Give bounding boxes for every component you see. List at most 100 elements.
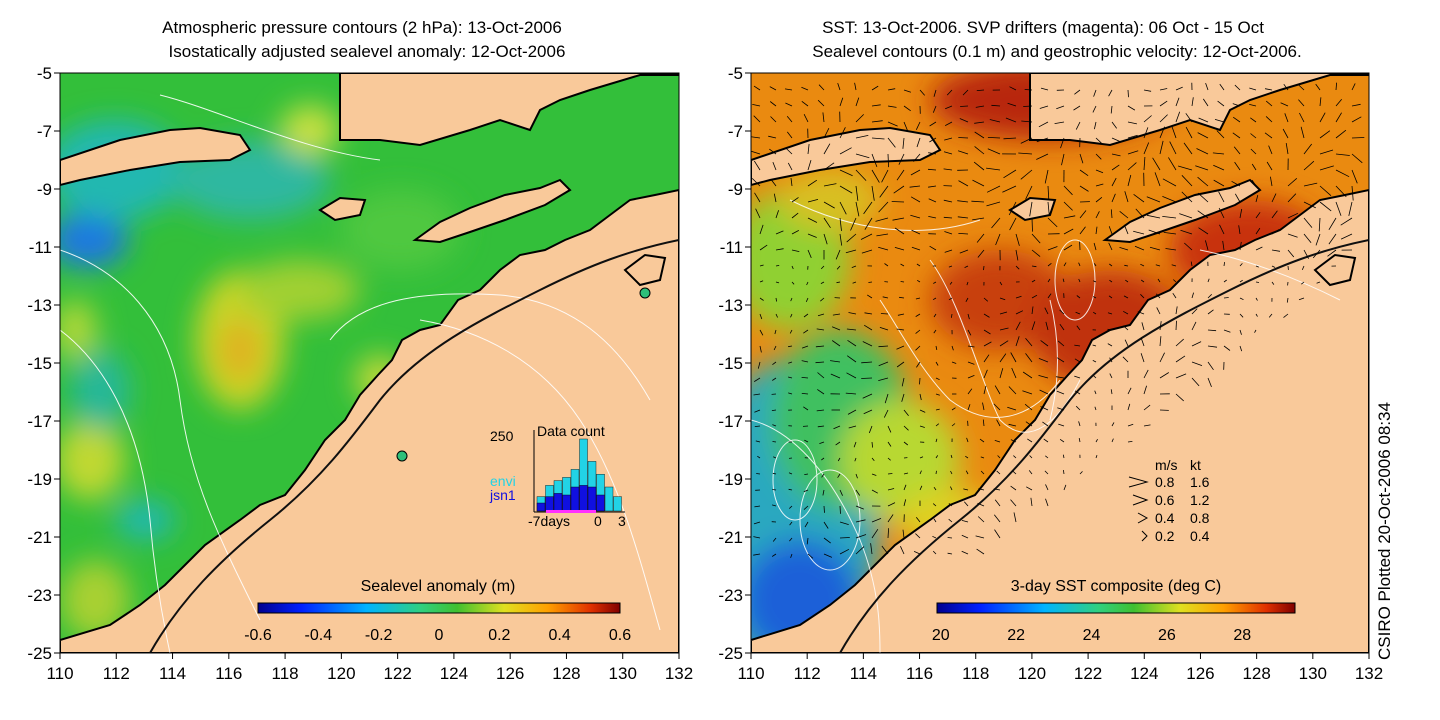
velocity-arrow — [871, 457, 875, 461]
y-tick-label: -7 — [728, 122, 743, 141]
velocity-arrow — [1076, 295, 1081, 299]
velocity-arrow — [817, 372, 825, 379]
velocity-arrow — [1045, 321, 1049, 331]
velocity-arrow — [1092, 360, 1097, 363]
velocity-arrow — [960, 105, 969, 107]
velocity-arrow — [806, 281, 809, 286]
velocity-arrow — [976, 233, 985, 243]
velocity-arrow — [1133, 230, 1145, 235]
velocity-arrow — [1015, 249, 1019, 261]
velocity-arrow — [909, 185, 921, 188]
velocity-arrow — [786, 115, 793, 123]
velocity-arrow — [855, 153, 870, 159]
velocity-arrow — [1047, 293, 1052, 299]
right-land — [751, 73, 1369, 653]
velocity-arrow — [919, 485, 923, 491]
velocity-arrow — [1159, 352, 1165, 363]
right-map-panel: SST: 13-Oct-2006. SVP drifters (magenta)… — [718, 18, 1383, 683]
velocity-arrow — [1319, 97, 1322, 107]
x-tick-label: 116 — [215, 664, 242, 683]
velocity-arrow — [1198, 117, 1209, 123]
velocity-arrow — [775, 230, 784, 235]
inset-xlabel-start: -7days — [528, 513, 570, 529]
velocity-arrow — [928, 152, 937, 155]
velocity-arrow — [1043, 438, 1049, 443]
velocity-arrow — [753, 553, 761, 556]
velocity-arrow — [823, 217, 831, 229]
velocity-arrow — [863, 409, 873, 415]
velocity-arrow — [1175, 338, 1184, 347]
velocity-arrow — [915, 329, 921, 334]
velocity-arrow — [1318, 217, 1321, 232]
velocity-arrow — [801, 100, 809, 107]
velocity-arrow — [1093, 89, 1097, 97]
velocity-arrow — [1156, 307, 1161, 315]
velocity-arrow — [961, 520, 969, 523]
velocity-arrow — [887, 441, 892, 447]
velocity-arrow — [773, 456, 777, 459]
velocity-arrow — [839, 537, 850, 539]
velocity-arrow — [1063, 185, 1073, 196]
velocity-arrow — [916, 137, 921, 148]
velocity-arrow — [993, 403, 1001, 411]
velocity-arrow — [1184, 242, 1193, 251]
velocity-arrow — [1075, 311, 1081, 315]
velocity-arrow — [1031, 233, 1041, 244]
velocity-arrow — [1095, 183, 1104, 187]
velocity-arrow — [837, 457, 841, 462]
velocity-arrow — [1177, 165, 1193, 171]
velocity-arrow — [1264, 132, 1273, 139]
velocity-arrow — [1255, 297, 1258, 301]
velocity-arrow — [853, 441, 857, 448]
velocity-arrow — [1301, 265, 1305, 271]
velocity-arrow — [1008, 201, 1017, 216]
velocity-arrow — [1127, 423, 1134, 427]
velocity-arrow — [839, 185, 853, 194]
velocity-arrow — [1219, 224, 1225, 235]
velocity-arrow — [1056, 105, 1065, 110]
velocity-arrow — [1280, 102, 1289, 107]
tanimbar-island — [623, 253, 667, 287]
velocity-arrow — [1010, 352, 1017, 363]
velocity-arrow — [1264, 88, 1273, 91]
velocity-arrow — [791, 249, 800, 252]
velocity-arrow — [915, 345, 921, 351]
velocity-arrow — [881, 169, 889, 183]
velocity-arrow — [1107, 312, 1113, 315]
velocity-arrow — [847, 339, 857, 347]
velocity-arrow — [1351, 185, 1354, 201]
velocity-arrow — [963, 501, 969, 507]
velocity-arrow — [1025, 421, 1033, 427]
velocity-arrow — [866, 294, 873, 299]
velocity-arrow — [999, 368, 1004, 379]
velocity-arrow — [804, 521, 809, 528]
velocity-arrow — [916, 263, 921, 267]
velocity-arrow — [1040, 87, 1049, 91]
velocity-arrow — [1143, 369, 1149, 379]
velocity-arrow — [831, 326, 841, 331]
legend-arrow — [1128, 476, 1149, 488]
velocity-arrow — [1207, 294, 1212, 299]
velocity-arrow — [1031, 306, 1034, 315]
velocity-arrow — [823, 143, 831, 155]
left-colorbar-tick: -0.4 — [305, 627, 333, 644]
velocity-arrow — [846, 372, 857, 379]
velocity-arrow — [963, 488, 969, 491]
y-tick-label: -17 — [27, 412, 52, 431]
velocity-arrow — [789, 505, 793, 509]
velocity-arrow — [864, 217, 873, 230]
left-colorbar-label: Sealevel anomaly (m) — [361, 578, 516, 595]
velocity-arrow — [1092, 105, 1097, 113]
y-tick-label: -23 — [27, 586, 52, 605]
velocity-arrow — [1351, 169, 1358, 184]
velocity-arrow — [785, 102, 793, 107]
velocity-arrow — [757, 361, 761, 369]
velocity-arrow — [887, 473, 893, 475]
velocity-arrow — [996, 419, 1001, 427]
velocity-arrow — [1163, 232, 1177, 235]
right-map-area: m/s kt 0.8 1.6 0.6 1.2 0.4 0.8 0.2 0.4 3-day SS… — [751, 73, 1369, 653]
velocity-arrow — [822, 112, 825, 123]
y-tick-label: -9 — [728, 180, 743, 199]
velocity-arrow — [1111, 121, 1118, 129]
velocity-arrow — [1222, 240, 1225, 251]
